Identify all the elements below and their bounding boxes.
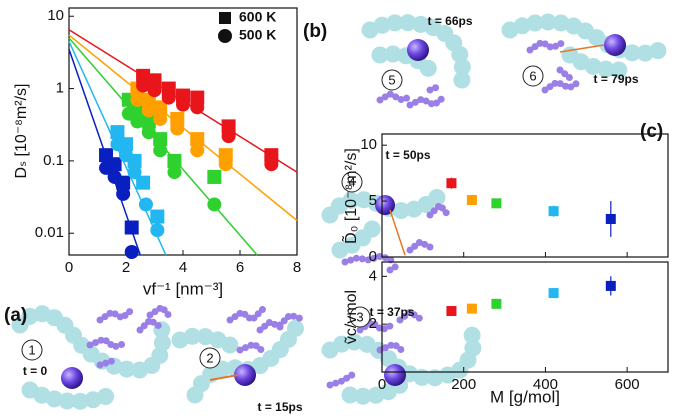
marker bbox=[190, 100, 204, 114]
snapshot-time: t = 15ps bbox=[257, 400, 302, 414]
snapshot-number: 5 bbox=[388, 72, 395, 87]
marker bbox=[549, 288, 559, 298]
marker bbox=[606, 281, 616, 291]
y-axis-label: Dₛ [10⁻⁸m²/s] bbox=[13, 84, 30, 179]
legend-marker bbox=[218, 29, 232, 43]
panel-label: (c) bbox=[640, 121, 663, 142]
y-tick-label: 10 bbox=[47, 7, 64, 24]
marker bbox=[130, 115, 144, 129]
marker bbox=[446, 178, 456, 188]
y-tick-label: 5 bbox=[369, 192, 377, 209]
y-tick-label: 2 bbox=[369, 315, 377, 332]
marker bbox=[116, 187, 130, 201]
x-tick-label: 0 bbox=[65, 259, 73, 276]
marker bbox=[128, 165, 142, 179]
marker bbox=[125, 245, 139, 259]
x-tick-label: 2 bbox=[122, 259, 130, 276]
y-tick-label: 0.01 bbox=[35, 224, 64, 241]
panel-label: (a) bbox=[4, 305, 27, 326]
marker bbox=[110, 137, 124, 151]
snapshot-number: 2 bbox=[206, 350, 213, 365]
marker bbox=[170, 122, 184, 136]
marker bbox=[150, 210, 164, 224]
marker bbox=[108, 170, 122, 184]
marker bbox=[606, 214, 616, 224]
marker bbox=[176, 98, 190, 112]
figure: 1t = 02t = 15ps3t = 37ps4t = 50ps5t = 66… bbox=[0, 0, 679, 418]
marker bbox=[219, 157, 233, 171]
x-tick-label: 200 bbox=[451, 376, 476, 393]
x-tick-label: 8 bbox=[293, 259, 301, 276]
marker bbox=[119, 148, 133, 162]
marker bbox=[150, 223, 164, 237]
marker bbox=[142, 103, 156, 117]
marker bbox=[549, 206, 559, 216]
y-tick-label: 0 bbox=[369, 248, 377, 265]
x-axis-label: M [g/mol] bbox=[490, 387, 560, 406]
y-tick-label: 0.1 bbox=[43, 152, 64, 169]
marker bbox=[139, 197, 153, 211]
y-tick-label: 1 bbox=[56, 80, 64, 97]
y-tick-label: 10 bbox=[360, 136, 377, 153]
marker bbox=[207, 197, 221, 211]
marker bbox=[125, 220, 139, 234]
marker bbox=[467, 195, 477, 205]
marker bbox=[446, 306, 456, 316]
marker bbox=[190, 143, 204, 157]
snapshot-number: 1 bbox=[28, 342, 35, 357]
legend-marker bbox=[219, 12, 231, 24]
snapshot-time: t = 66ps bbox=[427, 14, 472, 28]
marker bbox=[222, 129, 236, 143]
y-tick-label: 4 bbox=[369, 267, 377, 284]
y-axis-label: D̃₀ [10⁻⁸m²/s] bbox=[341, 148, 361, 244]
x-axis-label: vf⁻¹ [nm⁻³] bbox=[143, 279, 223, 298]
marker bbox=[148, 83, 162, 97]
legend-label: 600 K bbox=[239, 9, 276, 25]
plot-frame bbox=[382, 262, 668, 372]
y-axis-label: ṽc/vmol bbox=[343, 290, 360, 344]
marker bbox=[491, 198, 501, 208]
marker bbox=[142, 125, 156, 139]
x-tick-label: 600 bbox=[615, 376, 640, 393]
x-tick-label: 4 bbox=[179, 259, 187, 276]
marker bbox=[207, 170, 221, 184]
snapshot-number: 6 bbox=[529, 68, 536, 83]
x-tick-label: 0 bbox=[378, 376, 386, 393]
marker bbox=[162, 91, 176, 105]
legend-label: 500 K bbox=[239, 27, 276, 43]
marker bbox=[153, 112, 167, 126]
marker bbox=[491, 299, 501, 309]
snapshot-art bbox=[20, 22, 660, 401]
marker bbox=[110, 125, 124, 139]
marker bbox=[153, 143, 167, 157]
marker bbox=[264, 157, 278, 171]
snapshot-time: t = 0 bbox=[23, 364, 48, 378]
marker bbox=[467, 304, 477, 314]
x-tick-label: 6 bbox=[236, 259, 244, 276]
snapshot-time: t = 50ps bbox=[385, 148, 430, 162]
panel-label: (b) bbox=[303, 21, 327, 42]
snapshot-time: t = 79ps bbox=[593, 72, 638, 86]
marker bbox=[167, 165, 181, 179]
marker bbox=[130, 93, 144, 107]
